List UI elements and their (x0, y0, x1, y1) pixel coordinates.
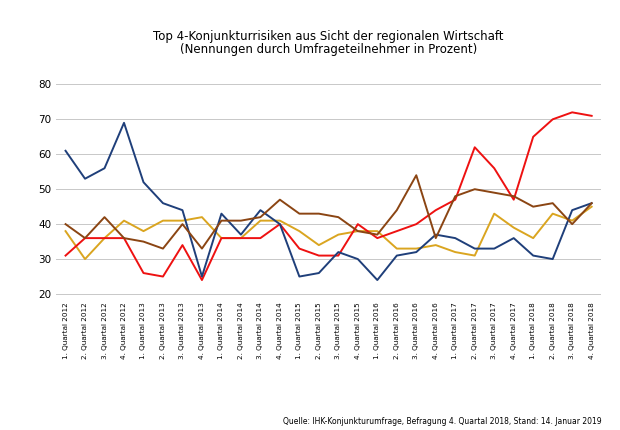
Text: Top 4-Konjunkturrisiken aus Sicht der regionalen Wirtschaft: Top 4-Konjunkturrisiken aus Sicht der re… (153, 30, 504, 43)
Text: IHK: IHK (43, 29, 73, 44)
FancyBboxPatch shape (9, 13, 38, 62)
Text: Quelle: IHK-Konjunkturumfrage, Befragung 4. Quartal 2018, Stand: 14. Januar 2019: Quelle: IHK-Konjunkturumfrage, Befragung… (283, 417, 601, 426)
Text: (Nennungen durch Umfrageteilnehmer in Prozent): (Nennungen durch Umfrageteilnehmer in Pr… (180, 43, 477, 56)
